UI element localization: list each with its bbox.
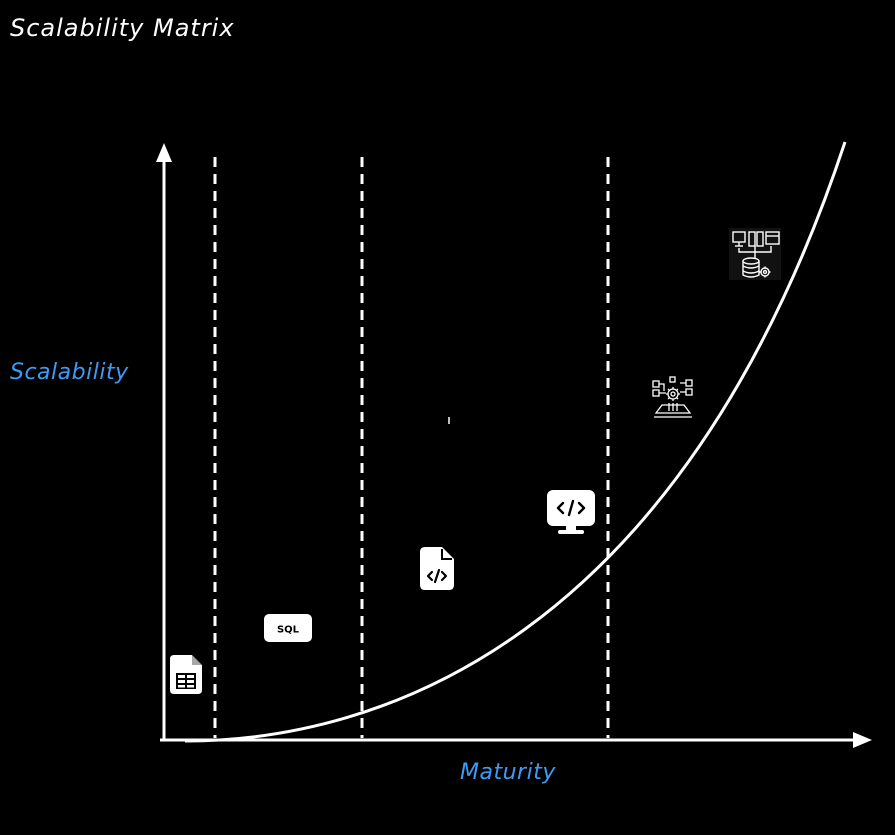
code-file-icon <box>420 547 454 590</box>
data-pipeline-gear-icon <box>652 376 693 418</box>
distributed-servers-database-icon <box>729 228 781 280</box>
diagram-title: Scalability Matrix <box>10 14 235 42</box>
x-axis-arrowhead <box>853 732 872 748</box>
code-monitor-icon <box>547 490 595 534</box>
x-axis-label: Maturity <box>460 760 556 785</box>
spreadsheet-file-icon <box>170 655 202 694</box>
sql-icon-text: SQL <box>277 625 300 636</box>
y-axis-arrowhead <box>156 143 172 162</box>
sql-icon: SQL <box>264 614 312 642</box>
y-axis-label: Scalability <box>10 360 129 385</box>
growth-curve <box>184 141 847 743</box>
